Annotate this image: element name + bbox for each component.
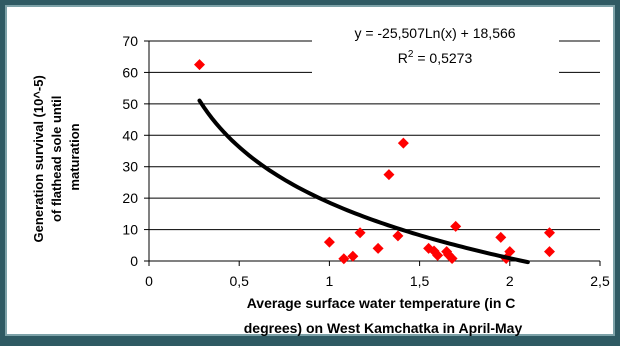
x-tick-labels: 0 0,5 1 1,5 2 2,5 bbox=[145, 273, 610, 289]
y-tick-marks bbox=[144, 40, 149, 262]
data-point bbox=[428, 245, 440, 257]
data-point bbox=[504, 246, 516, 258]
data-point bbox=[446, 252, 458, 264]
y-tick-label: 70 bbox=[122, 33, 138, 49]
y-tick-label: 30 bbox=[122, 159, 138, 175]
plot-area bbox=[149, 41, 600, 261]
trendline-r-squared: R2 = 0,5273 bbox=[398, 49, 473, 66]
data-point bbox=[392, 230, 404, 242]
x-axis-title: Average surface water temperature (in C … bbox=[244, 295, 523, 336]
trendline-equation: y = -25,507Ln(x) + 18,566 bbox=[354, 25, 515, 41]
x-tick-label: 2 bbox=[506, 273, 514, 289]
trendline-label-background bbox=[312, 18, 559, 74]
x-tick-label: 1,5 bbox=[410, 273, 430, 289]
scatter-chart: 0 10 20 30 40 50 60 70 0 0,5 1 1,5 2 2,5 y = -25,507… bbox=[31, 18, 610, 336]
data-point bbox=[323, 236, 335, 248]
x-tick-label: 1 bbox=[326, 273, 334, 289]
trendline bbox=[197, 98, 530, 265]
data-point bbox=[354, 227, 366, 239]
trendline-label-box: y = -25,507Ln(x) + 18,566 R2 = 0,5273 bbox=[312, 18, 559, 74]
data-point bbox=[450, 220, 462, 232]
data-point bbox=[442, 249, 454, 261]
y-tick-label: 50 bbox=[122, 96, 138, 112]
data-point bbox=[347, 250, 359, 262]
x-tick-label: 2,5 bbox=[590, 273, 610, 289]
data-point bbox=[543, 246, 555, 258]
data-point bbox=[397, 137, 409, 149]
y-tick-label: 60 bbox=[122, 64, 138, 80]
y-tick-label: 10 bbox=[122, 222, 138, 238]
y-tick-label: 0 bbox=[130, 253, 138, 269]
data-point bbox=[372, 242, 384, 254]
y-tick-label: 40 bbox=[122, 127, 138, 143]
x-tick-marks bbox=[148, 261, 601, 266]
x-tick-label: 0,5 bbox=[229, 273, 249, 289]
data-point bbox=[495, 231, 507, 243]
x-tick-label: 0 bbox=[145, 273, 153, 289]
y-tick-label: 20 bbox=[122, 190, 138, 206]
data-point bbox=[543, 227, 555, 239]
data-point bbox=[383, 169, 395, 181]
data-point bbox=[194, 59, 206, 71]
data-point bbox=[432, 249, 444, 261]
y-tick-labels: 0 10 20 30 40 50 60 70 bbox=[122, 33, 138, 269]
y-axis-title: Generation survival (10^-5) of flathead … bbox=[31, 72, 82, 243]
